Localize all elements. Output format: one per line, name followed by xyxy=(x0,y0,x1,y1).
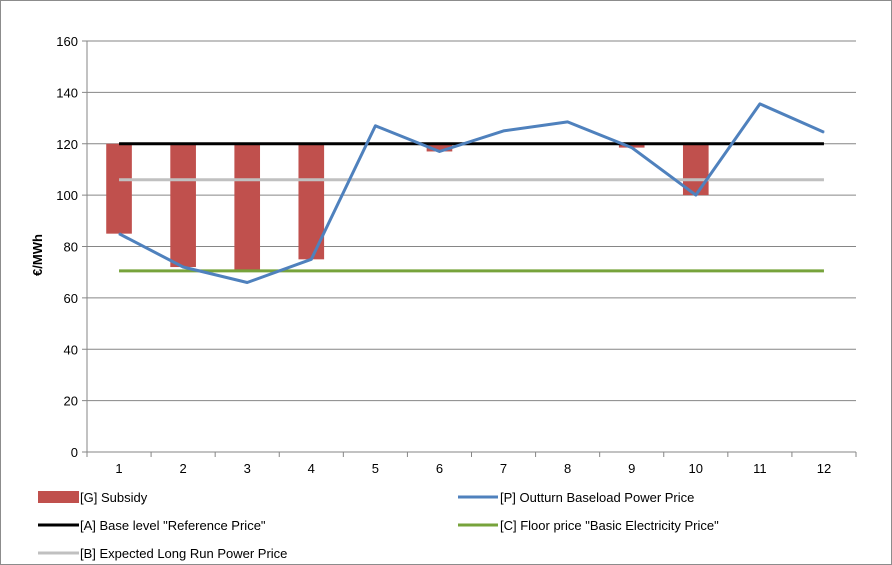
outturn-point xyxy=(631,147,633,149)
x-tick-labels: 1 2 3 4 5 6 7 8 9 10 11 12 xyxy=(115,461,831,476)
y-tick-label: 60 xyxy=(64,291,78,306)
y-tick-labels: 0 20 40 60 80 100 120 140 160 xyxy=(56,34,78,460)
y-tick-label: 120 xyxy=(56,137,78,152)
y-tick-label: 80 xyxy=(64,240,78,255)
legend-label-expected: [B] Expected Long Run Power Price xyxy=(80,546,287,561)
subsidy-bar xyxy=(426,143,453,152)
legend-label-outturn: [P] Outturn Baseload Power Price xyxy=(500,490,694,505)
outturn-point xyxy=(759,103,761,105)
x-tick-label: 8 xyxy=(564,461,571,476)
outturn-line xyxy=(118,102,825,284)
outturn-point xyxy=(567,121,569,123)
x-tick-label: 12 xyxy=(817,461,831,476)
y-tick-label: 0 xyxy=(71,445,78,460)
outturn-point xyxy=(310,258,312,260)
y-tick-label: 160 xyxy=(56,34,78,49)
outturn-point xyxy=(503,130,505,132)
y-axis-label: €/MWh xyxy=(30,234,45,276)
axes xyxy=(86,41,856,453)
legend-swatch-subsidy xyxy=(38,491,79,503)
x-tick-label: 5 xyxy=(372,461,379,476)
subsidy-bar xyxy=(618,143,645,148)
outturn-series xyxy=(118,102,825,284)
legend-label-floor: [C] Floor price "Basic Electricity Price… xyxy=(500,518,719,533)
x-tick-label: 4 xyxy=(308,461,315,476)
x-tick-label: 2 xyxy=(180,461,187,476)
x-tick-label: 9 xyxy=(628,461,635,476)
outturn-point xyxy=(823,131,825,133)
subsidy-bar xyxy=(234,143,261,270)
y-tick-label: 40 xyxy=(64,342,78,357)
legend: [G] Subsidy [P] Outturn Baseload Power P… xyxy=(38,490,719,561)
subsidy-bar xyxy=(106,143,132,234)
x-tick-label: 3 xyxy=(244,461,251,476)
subsidy-bars xyxy=(106,143,709,270)
outturn-point xyxy=(695,194,697,196)
y-tick-label: 140 xyxy=(56,85,78,100)
x-tick-label: 1 xyxy=(115,461,122,476)
subsidy-bar xyxy=(170,143,196,268)
x-tick-label: 10 xyxy=(689,461,703,476)
outturn-point xyxy=(182,266,184,268)
outturn-point xyxy=(438,150,440,152)
legend-label-subsidy: [G] Subsidy xyxy=(80,490,148,505)
outturn-point xyxy=(118,233,120,235)
legend-label-reference: [A] Base level "Reference Price" xyxy=(80,518,266,533)
y-tick-label: 20 xyxy=(64,394,78,409)
outturn-point xyxy=(374,125,376,127)
subsidy-bar xyxy=(682,143,709,196)
x-tick-label: 7 xyxy=(500,461,507,476)
gridlines xyxy=(82,40,857,457)
y-tick-label: 100 xyxy=(56,188,78,203)
outturn-point xyxy=(246,281,248,283)
x-tick-label: 11 xyxy=(753,461,767,476)
x-tick-label: 6 xyxy=(436,461,443,476)
